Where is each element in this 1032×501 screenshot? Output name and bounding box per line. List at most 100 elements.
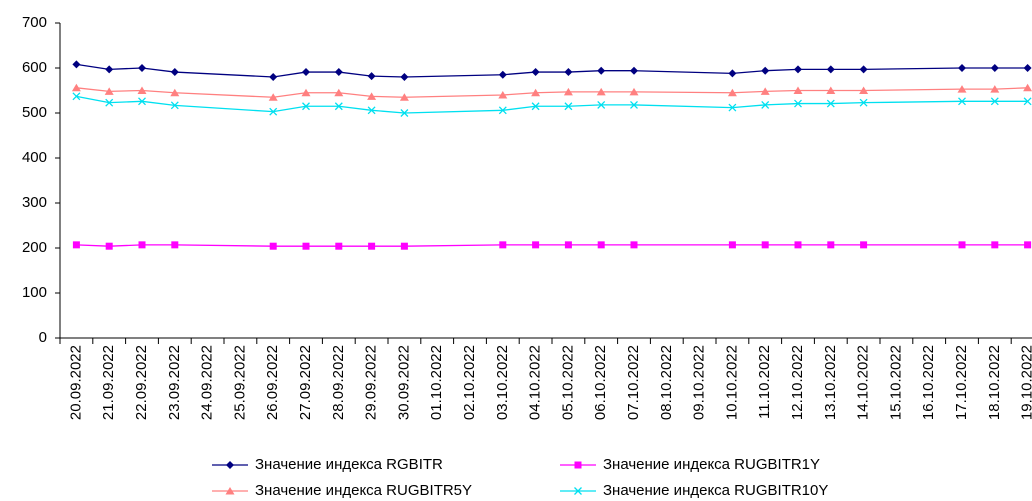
marker (72, 60, 81, 69)
x-tick-label: 27.09.2022 (297, 345, 314, 420)
series-line (76, 87, 1028, 98)
marker (302, 102, 310, 111)
marker (138, 97, 146, 106)
marker (629, 87, 639, 96)
marker (760, 87, 770, 95)
marker (498, 91, 508, 99)
x-tick-label: 29.09.2022 (363, 345, 380, 420)
marker (859, 98, 868, 107)
marker (564, 241, 572, 249)
marker (367, 72, 376, 81)
legend-label: Значение индекса RUGBITR10Y (603, 482, 828, 499)
marker (563, 87, 573, 96)
marker (171, 241, 179, 249)
marker (794, 99, 802, 108)
marker (1023, 64, 1032, 72)
marker (269, 107, 278, 116)
x-tick-label: 23.09.2022 (166, 345, 183, 420)
marker (104, 87, 114, 95)
marker (531, 102, 540, 111)
marker (957, 85, 967, 93)
x-tick-label: 07.10.2022 (625, 345, 642, 420)
marker (827, 241, 835, 249)
series-line (76, 63, 1028, 78)
marker (531, 88, 541, 97)
marker (399, 93, 409, 101)
x-tick-label: 26.09.2022 (264, 345, 281, 420)
marker (105, 242, 113, 250)
x-tick-label: 22.09.2022 (133, 345, 150, 420)
marker (71, 83, 81, 92)
x-tick-label: 14.10.2022 (855, 345, 872, 420)
marker (597, 100, 606, 109)
marker (400, 242, 408, 250)
marker (105, 65, 114, 74)
marker (334, 68, 343, 77)
marker (630, 241, 638, 249)
marker (302, 242, 310, 250)
legend-label: Значение индекса RUGBITR5Y (255, 482, 472, 499)
x-tick-label: 20.09.2022 (67, 345, 84, 420)
marker (958, 64, 966, 72)
marker (400, 109, 409, 117)
legend-label: Значение индекса RUGBITR1Y (603, 456, 820, 473)
y-tick-label: 600 (22, 59, 47, 76)
marker (728, 241, 736, 249)
marker (794, 65, 802, 74)
marker (761, 100, 770, 109)
marker (368, 242, 376, 250)
marker (72, 241, 80, 249)
x-tick-label: 30.09.2022 (395, 345, 412, 420)
x-tick-label: 18.10.2022 (986, 345, 1003, 420)
marker (1023, 97, 1032, 106)
marker (727, 88, 737, 97)
marker (630, 66, 638, 75)
marker (990, 64, 999, 72)
marker (532, 241, 540, 249)
x-tick-label: 04.10.2022 (527, 345, 544, 420)
marker (794, 241, 802, 249)
x-tick-label: 15.10.2022 (887, 345, 904, 420)
marker (991, 241, 999, 249)
x-tick-label: 28.09.2022 (330, 345, 347, 420)
marker (826, 99, 835, 108)
x-tick-label: 17.10.2022 (953, 345, 970, 420)
marker (630, 100, 638, 109)
marker (761, 241, 769, 249)
x-tick-label: 21.09.2022 (100, 345, 117, 420)
x-tick-label: 13.10.2022 (822, 345, 839, 420)
marker (859, 65, 868, 74)
marker (400, 73, 409, 81)
marker (990, 97, 999, 106)
marker (826, 86, 836, 94)
marker (958, 241, 966, 249)
marker (335, 242, 343, 250)
y-tick-label: 200 (22, 239, 47, 256)
marker (105, 98, 114, 107)
marker (958, 97, 966, 106)
x-tick-label: 06.10.2022 (592, 345, 609, 420)
marker (367, 92, 377, 100)
x-tick-label: 10.10.2022 (723, 345, 740, 420)
x-tick-label: 05.10.2022 (559, 345, 576, 420)
marker (301, 88, 311, 97)
marker (574, 461, 582, 469)
marker (367, 106, 376, 115)
marker (990, 85, 1000, 93)
marker (72, 92, 81, 101)
x-tick-label: 12.10.2022 (789, 345, 806, 420)
legend-label: Значение индекса RGBITR (255, 456, 443, 473)
marker (826, 65, 835, 74)
x-tick-label: 25.09.2022 (231, 345, 248, 420)
x-tick-label: 03.10.2022 (494, 345, 511, 420)
marker (1023, 83, 1032, 92)
marker (498, 106, 507, 115)
x-tick-label: 02.10.2022 (461, 345, 478, 420)
marker (138, 64, 146, 72)
marker (138, 241, 146, 249)
marker (859, 86, 869, 94)
marker (498, 70, 507, 79)
marker (334, 102, 343, 111)
marker (597, 66, 606, 75)
